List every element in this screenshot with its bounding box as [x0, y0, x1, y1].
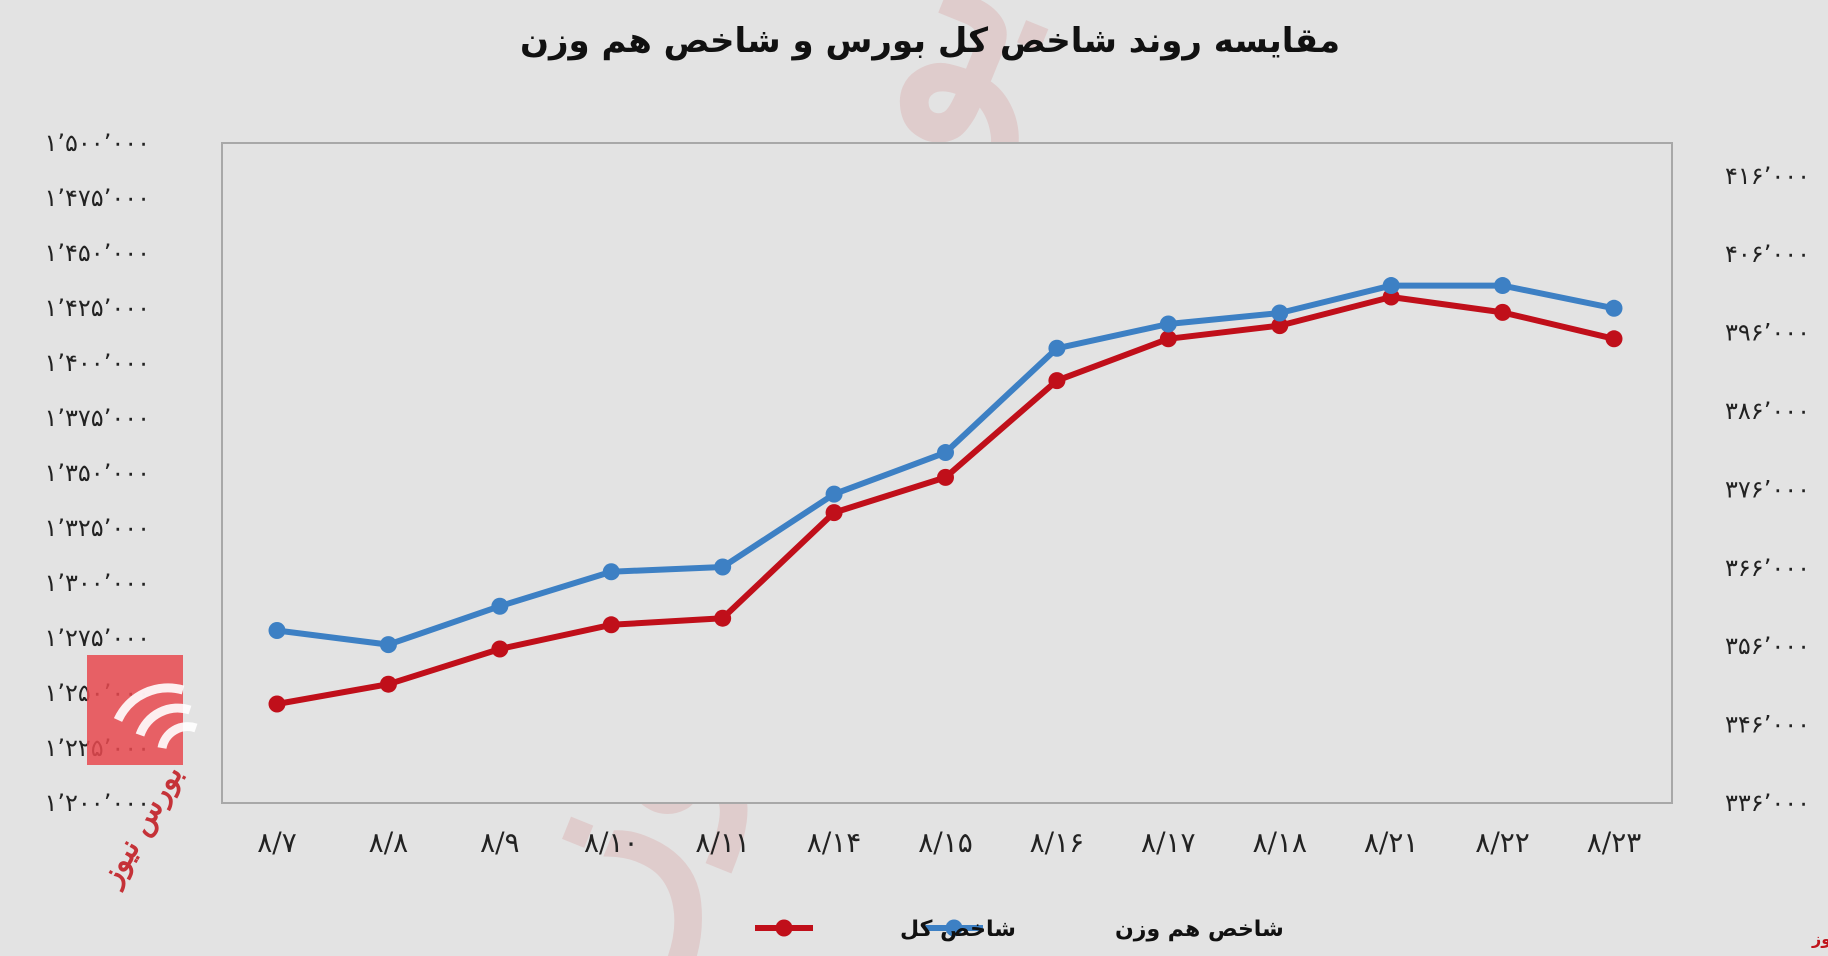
left-tick-label: ۱٬۳۲۵٬۰۰۰: [45, 514, 151, 542]
series-0-point: [937, 468, 954, 486]
x-tick-label: ۸/۱۷: [1141, 826, 1196, 859]
brand-logo: بورس نیوز: [87, 655, 198, 893]
series-1-point: [1159, 315, 1177, 333]
series-0-point: [1494, 303, 1512, 321]
x-axis-ticks: ۸/۷ ۸/۸ ۸/۹ ۸/۱۰ ۸/۱۱ ۸/۱۴ ۸/۱۵ ۸/۱۶ ۸/۱۷ ۸/۱۸ ۸/۲…: [257, 826, 1641, 859]
legend-label-1: شاخص کل: [900, 917, 1016, 942]
x-tick-label: ۸/۹: [480, 826, 520, 859]
x-tick-label: ۸/۱۶: [1030, 826, 1085, 859]
x-tick-label: ۸/۲۳: [1587, 826, 1642, 859]
left-tick-label: ۱٬۳۰۰٬۰۰۰: [45, 569, 151, 597]
series-0-point: [1605, 330, 1623, 348]
x-tick-label: ۸/۲۲: [1475, 826, 1530, 859]
x-tick-label: ۸/۷: [257, 826, 297, 859]
series-1-point: [1605, 299, 1623, 317]
series-1-point: [491, 597, 509, 615]
right-tick-label: ۳۸۶٬۰۰۰: [1725, 397, 1810, 425]
series-1-point: [714, 558, 732, 576]
legend-marker-1: [775, 919, 793, 937]
x-tick-label: ۸/۲۱: [1364, 826, 1419, 859]
x-tick-label: ۸/۸: [369, 826, 409, 859]
x-tick-label: ۸/۱۵: [918, 826, 973, 859]
series-0-point: [714, 609, 732, 627]
legend-marker-0: [945, 919, 963, 937]
series-0-point: [491, 640, 509, 658]
series-1-point: [1271, 304, 1289, 322]
series-0-point: [602, 616, 620, 634]
left-tick-label: ۱٬۴۷۵٬۰۰۰: [45, 184, 151, 212]
left-tick-label: ۱٬۲۰۰٬۰۰۰: [45, 789, 151, 817]
logo-text: بورس نیوز: [92, 759, 190, 893]
right-tick-label: ۴۰۶٬۰۰۰: [1725, 240, 1810, 268]
left-tick-label: ۱٬۳۵۰٬۰۰۰: [45, 459, 151, 487]
x-tick-label: ۸/۱۸: [1252, 826, 1307, 859]
right-tick-label: ۳۹۶٬۰۰۰: [1725, 319, 1810, 347]
right-tick-label: ۳۴۶٬۰۰۰: [1725, 711, 1810, 739]
series-0-point: [1159, 330, 1177, 348]
series-0-point: [1048, 372, 1066, 390]
left-tick-label: ۱٬۴۵۰٬۰۰۰: [45, 239, 151, 267]
series-0-point: [1271, 317, 1289, 335]
series-0-point: [825, 504, 843, 522]
series-1-point: [602, 563, 620, 581]
right-axis-ticks: ۳۳۶٬۰۰۰ ۳۴۶٬۰۰۰ ۳۵۶٬۰۰۰ ۳۶۶٬۰۰۰ ۳۷۶٬۰۰۰ ۳۸۶٬۰…: [1725, 162, 1810, 817]
x-tick-label: ۸/۱۰: [584, 826, 639, 859]
chart-title: مقایسه روند شاخص کل بورس و شاخص هم وزن: [520, 21, 1340, 61]
x-tick-label: ۸/۱۴: [807, 826, 862, 859]
x-tick-label: ۸/۱۱: [695, 826, 750, 859]
right-tick-label: ۳۷۶٬۰۰۰: [1725, 475, 1810, 503]
series-1-point: [825, 485, 843, 503]
series-1-point: [937, 444, 954, 462]
left-tick-label: ۱٬۴۰۰٬۰۰۰: [45, 349, 151, 377]
series-0-point: [379, 675, 397, 693]
left-tick-label: ۱٬۳۷۵٬۰۰۰: [45, 404, 151, 432]
left-tick-label: ۱٬۴۲۵٬۰۰۰: [45, 294, 151, 322]
legend: شاخص هم وزن شاخص کل: [755, 917, 1284, 942]
series-1-point: [1494, 277, 1512, 295]
right-tick-label: ۳۶۶٬۰۰۰: [1725, 554, 1810, 582]
series-layer: [268, 277, 1623, 713]
right-tick-label: ۴۱۶٬۰۰۰: [1725, 162, 1810, 190]
left-tick-label: ۱٬۵۰۰٬۰۰۰: [45, 129, 151, 157]
series-0-point: [268, 695, 286, 713]
series-1-point: [268, 622, 286, 640]
logo-arcs: [113, 683, 198, 750]
series-1-point: [1048, 339, 1066, 357]
right-tick-label: ۳۵۶٬۰۰۰: [1725, 632, 1810, 660]
series-1-point: [379, 636, 397, 654]
left-tick-label: ۱٬۲۷۵٬۰۰۰: [45, 624, 151, 652]
source-label: بورس نیوز: [1811, 929, 1828, 948]
right-tick-label: ۳۳۶٬۰۰۰: [1725, 789, 1810, 817]
series-1-point: [1382, 277, 1400, 295]
legend-label-0: شاخص هم وزن: [1115, 917, 1284, 942]
